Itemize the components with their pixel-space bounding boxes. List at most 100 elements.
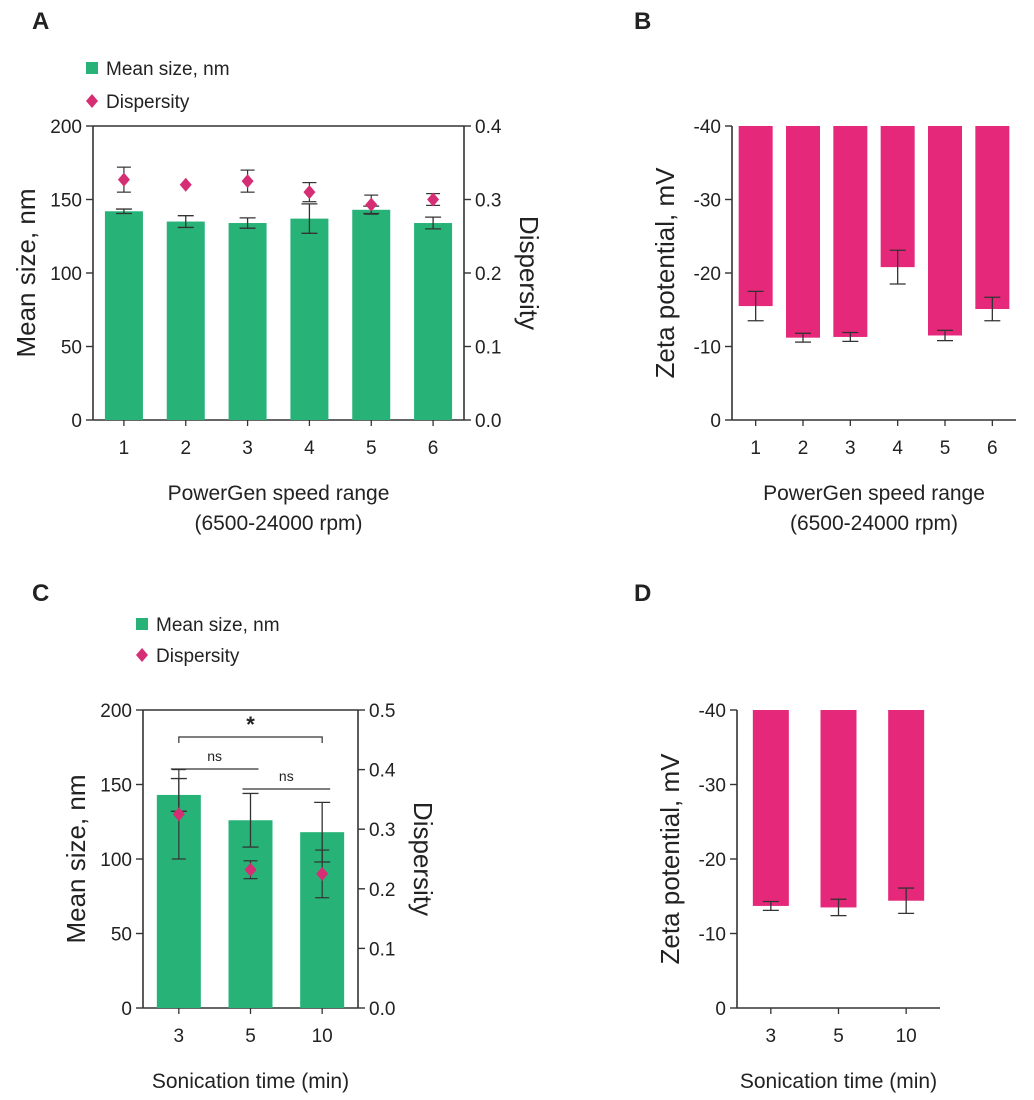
y2-tick-label: 0.3 [369, 820, 395, 841]
x-tick-label: 3 [174, 1026, 185, 1047]
bar [888, 710, 925, 901]
y2-tick-label: 0.0 [369, 999, 395, 1020]
x-tick-label: 2 [798, 438, 809, 459]
y2-axis-label: Dispersity [514, 216, 544, 330]
y-axis-label: Mean size, nm [61, 774, 91, 943]
dispersity-marker [241, 174, 254, 189]
bar [786, 126, 820, 338]
legend-swatch-dispersity [136, 648, 148, 662]
x-tick-label: 10 [896, 1026, 917, 1047]
panel-d: D 0 -10 -20 -30 -40 3 5 10 Sonication time (min)… [520, 570, 1034, 1100]
dispersity-marker [117, 172, 130, 187]
panel-a: A 0 50 100 150 200 0.0 0.1 0.2 0.3 0.4 1 2 3 4 5 6 Power… [0, 0, 544, 550]
legend-label: Mean size, nm [106, 59, 230, 80]
dispersity-marker [427, 192, 440, 207]
y2-tick-label: 0.1 [369, 939, 395, 960]
x-tick-label: 10 [312, 1026, 333, 1047]
y2-tick-label: 0.5 [369, 701, 395, 722]
y2-tick-label: 0.2 [369, 880, 395, 901]
x-tick-label: 3 [766, 1026, 777, 1047]
y-tick-label: 0 [710, 411, 721, 432]
x-tick-label: 1 [750, 438, 761, 459]
bar [880, 126, 915, 268]
y-tick-label: -30 [699, 776, 726, 797]
y-tick-label: 0 [71, 411, 82, 432]
dispersity-marker [316, 866, 329, 881]
x-tick-label: 5 [940, 438, 951, 459]
legend-label: Dispersity [106, 92, 190, 113]
y-tick-label: -40 [699, 701, 726, 722]
bar [414, 223, 453, 420]
x-tick-label: 4 [304, 438, 315, 459]
x-tick-label: 5 [245, 1026, 256, 1047]
significance-label: * [246, 712, 255, 737]
x-axis-label: PowerGen speed range [763, 482, 985, 505]
x-axis-label: PowerGen speed range [168, 482, 390, 505]
y-axis-label: Mean size, nm [11, 188, 41, 357]
legend-swatch-dispersity [86, 94, 98, 108]
y2-axis-label: Dispersity [408, 802, 438, 916]
y-tick-label: -20 [694, 264, 721, 285]
significance-label: ns [207, 748, 222, 764]
y-tick-label: 50 [111, 925, 132, 946]
y-tick-label: -40 [694, 117, 721, 138]
panel-label-a: A [32, 8, 50, 35]
bar [228, 223, 267, 420]
x-axis-label: (6500-24000 rpm) [194, 512, 362, 535]
y2-tick-label: 0.2 [475, 264, 501, 285]
bar [228, 820, 273, 1008]
y2-tick-label: 0.4 [369, 761, 396, 782]
y-tick-label: 200 [50, 117, 82, 138]
dispersity-marker [244, 862, 257, 877]
y-tick-label: 200 [100, 701, 132, 722]
y-tick-label: -10 [694, 338, 721, 359]
y-tick-label: -10 [699, 925, 726, 946]
bar [738, 126, 773, 307]
x-axis-label: (6500-24000 rpm) [790, 512, 958, 535]
y-tick-label: -30 [694, 191, 721, 212]
x-axis-label: Sonication time (min) [152, 1070, 349, 1093]
x-tick-label: 3 [242, 438, 253, 459]
x-tick-label: 5 [833, 1026, 844, 1047]
significance-label: ns [279, 768, 294, 784]
bar [290, 218, 329, 420]
bar [352, 209, 391, 420]
bar [975, 126, 1010, 310]
x-axis-label: Sonication time (min) [740, 1070, 937, 1093]
chart-d: 0 -10 -20 -30 -40 3 5 10 Sonication time (min) Ze… [655, 701, 940, 1093]
y2-tick-label: 0.3 [475, 191, 501, 212]
significance-bracket [178, 736, 323, 743]
y-tick-label: 50 [61, 338, 82, 359]
y-axis-label: Zeta potential, mV [655, 753, 685, 965]
bar [166, 221, 205, 420]
x-tick-label: 2 [180, 438, 191, 459]
chart-b: 0 -10 -20 -30 -40 1 2 3 4 5 6 PowerGen speed range (… [650, 117, 1016, 535]
panel-label-c: C [32, 580, 50, 607]
x-tick-label: 3 [845, 438, 856, 459]
x-tick-label: 5 [366, 438, 377, 459]
legend-label: Mean size, nm [156, 615, 280, 636]
y-axis-label: Zeta potential, mV [650, 167, 680, 379]
panel-b: B 0 -10 -20 -30 -40 1 2 3 4 5 6 PowerGen speed rang… [520, 0, 1034, 550]
legend-swatch-mean-size [86, 62, 98, 74]
x-tick-label: 6 [428, 438, 439, 459]
chart-c: 0 50 100 150 200 0.0 0.1 0.2 0.3 0.4 0.5 3 5 10 Sonica… [61, 615, 438, 1093]
dispersity-marker [303, 185, 316, 200]
legend-label: Dispersity [156, 646, 240, 667]
y-tick-label: 150 [50, 191, 82, 212]
x-tick-label: 6 [987, 438, 998, 459]
dispersity-marker [365, 197, 378, 212]
y2-tick-label: 0.0 [475, 411, 501, 432]
y-tick-label: 0 [121, 999, 132, 1020]
y-tick-label: 150 [100, 776, 132, 797]
bar [928, 126, 962, 336]
bar [752, 710, 789, 906]
chart-a: 0 50 100 150 200 0.0 0.1 0.2 0.3 0.4 1 2 3 4 5 6 PowerGe… [11, 59, 544, 535]
y-tick-label: 0 [715, 999, 726, 1020]
y2-tick-label: 0.1 [475, 338, 501, 359]
x-tick-label: 1 [119, 438, 130, 459]
y-tick-label: 100 [50, 264, 82, 285]
legend-swatch-mean-size [136, 618, 148, 630]
panel-label-d: D [634, 580, 652, 607]
bar [104, 211, 143, 420]
